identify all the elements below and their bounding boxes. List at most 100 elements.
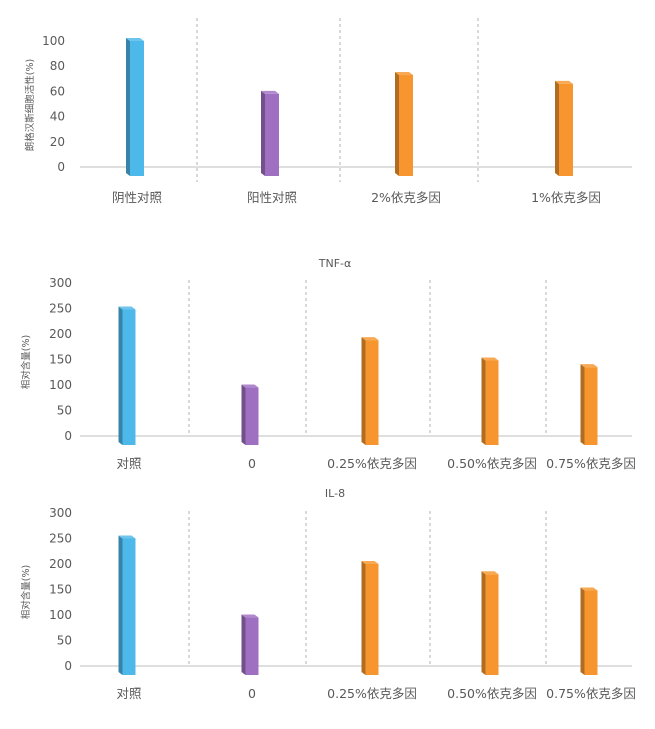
bar-side: [481, 357, 486, 445]
bar-top: [361, 337, 379, 341]
bar-front: [584, 590, 598, 675]
bar: [395, 72, 413, 176]
bar: [361, 337, 379, 445]
y-tick-label: 100: [42, 34, 65, 48]
y-tick-label: 0: [64, 429, 72, 443]
bar-side: [261, 90, 265, 176]
category-label: 0.75%依克多因: [546, 456, 636, 471]
chart-marks: 0 50 100 150 200 250 300 对照 0 0.25%依克多因 0.50%依克多因 0…: [49, 276, 636, 471]
y-tick-label: 40: [50, 110, 65, 124]
bar-top: [555, 80, 573, 84]
y-tick-label: 0: [64, 659, 72, 673]
chart-marks: 0 50 100 150 200 250 300 对照 0 0.25%依克多因 0.50%依克多因 0…: [49, 506, 636, 701]
y-tick-label: 50: [57, 404, 72, 418]
bar-front: [245, 617, 259, 675]
y-tick-label: 150: [49, 583, 72, 597]
y-tick-label: 200: [49, 557, 72, 571]
bar-side: [241, 384, 246, 445]
chart-title: IL-8: [325, 487, 345, 500]
bar: [241, 614, 259, 675]
y-tick-label: 100: [49, 378, 72, 392]
chart-langerhans-viability: 朗格汉斯细胞活性(%) 0 20 40 60 80 100 阴性对照 阳性对照 2%依克多因 1%…: [24, 18, 632, 205]
category-label: 对照: [116, 456, 141, 471]
category-label: 0: [248, 456, 256, 471]
y-axis-label: 相对含量(%): [20, 565, 32, 619]
bar: [555, 80, 573, 176]
bar-top: [126, 38, 144, 41]
bar-top: [261, 90, 279, 94]
y-tick-label: 60: [50, 84, 65, 98]
category-label: 0.25%依克多因: [327, 686, 417, 701]
y-tick-label: 200: [49, 327, 72, 341]
bar-top: [481, 357, 499, 361]
category-label: 对照: [116, 686, 141, 701]
bar: [261, 90, 279, 176]
bar: [481, 357, 499, 445]
bar-front: [130, 41, 144, 176]
category-label: 0: [248, 686, 256, 701]
bar-side: [361, 561, 366, 675]
y-axis-label: 相对含量(%): [20, 335, 32, 389]
bar-front: [265, 93, 279, 176]
y-tick-label: 250: [49, 302, 72, 316]
y-tick-label: 250: [49, 532, 72, 546]
bar-front: [365, 340, 379, 445]
bar-front: [122, 309, 136, 445]
category-label: 0.75%依克多因: [546, 686, 636, 701]
bar-top: [580, 587, 598, 591]
bar-side: [580, 364, 585, 445]
bar: [580, 587, 598, 675]
bar-top: [118, 306, 136, 310]
bar-side: [118, 306, 123, 445]
bar-front: [399, 75, 413, 176]
bar-top: [241, 384, 259, 388]
y-tick-label: 80: [50, 59, 65, 73]
y-axis-label: 朗格汉斯细胞活性(%): [24, 59, 36, 151]
bar-top: [361, 561, 379, 564]
bar-side: [555, 80, 559, 176]
category-label: 1%依克多因: [531, 190, 601, 205]
bar-side: [580, 587, 585, 675]
category-label: 0.50%依克多因: [447, 686, 537, 701]
bar-side: [241, 614, 246, 675]
bar-front: [559, 83, 573, 176]
bar: [126, 38, 144, 176]
y-tick-label: 150: [49, 353, 72, 367]
bar: [481, 571, 499, 675]
bar-front: [584, 367, 598, 445]
bar-side: [126, 38, 130, 176]
bar-top: [580, 364, 598, 368]
chart-il-8: IL-8 相对含量(%) 0 50 100 150 200 250 300 对照 0 0.25%依…: [20, 487, 636, 701]
bar-side: [118, 535, 123, 675]
bar-front: [122, 538, 136, 675]
y-tick-label: 20: [50, 135, 65, 149]
bar-side: [395, 72, 399, 176]
bar-side: [481, 571, 486, 675]
bar-side: [361, 337, 366, 445]
category-label: 0.50%依克多因: [447, 456, 537, 471]
bar-top: [481, 571, 499, 575]
bar: [361, 561, 379, 675]
y-tick-label: 0: [57, 160, 65, 174]
bar-top: [118, 535, 136, 539]
bar-front: [365, 564, 379, 675]
y-tick-label: 300: [49, 506, 72, 520]
y-tick-label: 300: [49, 276, 72, 290]
y-tick-label: 50: [57, 634, 72, 648]
bar-top: [241, 614, 259, 618]
bar: [118, 535, 136, 675]
chart-title: TNF-α: [318, 257, 352, 270]
bar-top: [395, 72, 413, 76]
bar: [580, 364, 598, 445]
y-tick-label: 100: [49, 608, 72, 622]
category-label: 2%依克多因: [371, 190, 441, 205]
category-label: 阴性对照: [112, 190, 162, 205]
chart-marks: 0 20 40 60 80 100 阴性对照 阳性对照 2%依克多因 1%依克多因: [42, 18, 632, 205]
category-label: 0.25%依克多因: [327, 456, 417, 471]
bar: [118, 306, 136, 445]
chart-tnf-alpha: TNF-α 相对含量(%) 0 50 100 150 200 250 300 对照 0 0.25%…: [20, 257, 636, 471]
bar-front: [245, 387, 259, 445]
bar: [241, 384, 259, 445]
bar-front: [485, 574, 499, 675]
